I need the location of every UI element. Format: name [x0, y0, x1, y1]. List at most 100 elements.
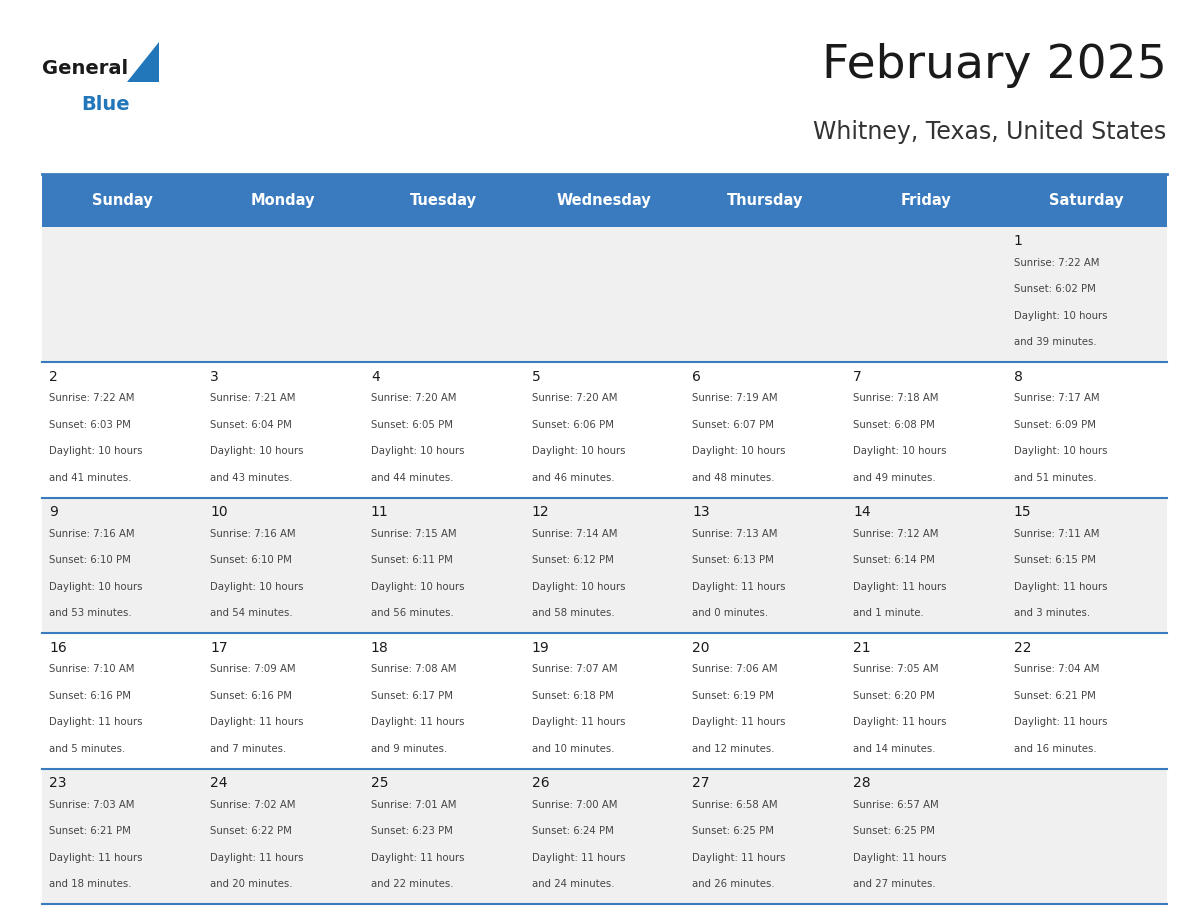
Text: and 20 minutes.: and 20 minutes.: [210, 879, 292, 889]
Text: Sunrise: 7:04 AM: Sunrise: 7:04 AM: [1013, 665, 1099, 675]
Text: Sunset: 6:16 PM: Sunset: 6:16 PM: [50, 690, 132, 700]
Text: Daylight: 11 hours: Daylight: 11 hours: [853, 582, 947, 592]
Text: 28: 28: [853, 776, 871, 790]
Text: Sunrise: 7:05 AM: Sunrise: 7:05 AM: [853, 665, 939, 675]
Text: Sunset: 6:05 PM: Sunset: 6:05 PM: [371, 420, 453, 430]
Text: 19: 19: [531, 641, 549, 655]
Text: Daylight: 11 hours: Daylight: 11 hours: [531, 853, 625, 863]
Text: Daylight: 11 hours: Daylight: 11 hours: [371, 717, 465, 727]
Bar: [845, 633, 1006, 768]
Bar: [202, 768, 364, 904]
Text: Sunrise: 7:22 AM: Sunrise: 7:22 AM: [50, 394, 135, 403]
Text: Thursday: Thursday: [727, 193, 803, 208]
Text: Daylight: 11 hours: Daylight: 11 hours: [693, 853, 785, 863]
Text: Sunrise: 7:01 AM: Sunrise: 7:01 AM: [371, 800, 456, 810]
Text: Sunrise: 7:20 AM: Sunrise: 7:20 AM: [531, 394, 617, 403]
Bar: [1006, 227, 1167, 363]
Text: Sunset: 6:12 PM: Sunset: 6:12 PM: [531, 555, 613, 565]
Text: Sunset: 6:07 PM: Sunset: 6:07 PM: [693, 420, 775, 430]
Text: Sunset: 6:18 PM: Sunset: 6:18 PM: [531, 690, 613, 700]
Bar: [684, 633, 845, 768]
Text: Sunrise: 7:18 AM: Sunrise: 7:18 AM: [853, 394, 939, 403]
Text: Sunrise: 7:15 AM: Sunrise: 7:15 AM: [371, 529, 456, 539]
Text: Sunset: 6:17 PM: Sunset: 6:17 PM: [371, 690, 453, 700]
Bar: [684, 363, 845, 498]
Text: Sunset: 6:21 PM: Sunset: 6:21 PM: [50, 826, 132, 836]
Text: Daylight: 11 hours: Daylight: 11 hours: [853, 717, 947, 727]
Text: Daylight: 10 hours: Daylight: 10 hours: [371, 582, 465, 592]
Bar: [42, 633, 202, 768]
Text: Daylight: 11 hours: Daylight: 11 hours: [371, 853, 465, 863]
Text: Sunset: 6:14 PM: Sunset: 6:14 PM: [853, 555, 935, 565]
Bar: [42, 768, 202, 904]
Bar: [364, 498, 524, 633]
Text: Daylight: 11 hours: Daylight: 11 hours: [1013, 582, 1107, 592]
Text: 17: 17: [210, 641, 228, 655]
Text: Sunrise: 7:19 AM: Sunrise: 7:19 AM: [693, 394, 778, 403]
Text: Daylight: 10 hours: Daylight: 10 hours: [1013, 446, 1107, 456]
Bar: [845, 227, 1006, 363]
Text: Sunday: Sunday: [91, 193, 152, 208]
Text: and 53 minutes.: and 53 minutes.: [50, 608, 132, 618]
Text: Sunrise: 7:17 AM: Sunrise: 7:17 AM: [1013, 394, 1099, 403]
Text: Daylight: 10 hours: Daylight: 10 hours: [693, 446, 785, 456]
Text: and 0 minutes.: and 0 minutes.: [693, 608, 769, 618]
Text: Sunrise: 7:11 AM: Sunrise: 7:11 AM: [1013, 529, 1099, 539]
Text: and 54 minutes.: and 54 minutes.: [210, 608, 292, 618]
Text: Sunrise: 7:03 AM: Sunrise: 7:03 AM: [50, 800, 135, 810]
Text: Daylight: 11 hours: Daylight: 11 hours: [50, 853, 143, 863]
Polygon shape: [127, 42, 159, 82]
Bar: [1006, 174, 1167, 227]
Text: Sunset: 6:20 PM: Sunset: 6:20 PM: [853, 690, 935, 700]
Text: and 58 minutes.: and 58 minutes.: [531, 608, 614, 618]
Bar: [524, 174, 684, 227]
Bar: [1006, 633, 1167, 768]
Text: Sunset: 6:11 PM: Sunset: 6:11 PM: [371, 555, 453, 565]
Text: and 24 minutes.: and 24 minutes.: [531, 879, 614, 889]
Text: and 1 minute.: and 1 minute.: [853, 608, 924, 618]
Text: Sunset: 6:21 PM: Sunset: 6:21 PM: [1013, 690, 1095, 700]
Bar: [845, 363, 1006, 498]
Text: General: General: [42, 59, 127, 78]
Bar: [524, 498, 684, 633]
Text: 27: 27: [693, 776, 710, 790]
Text: Sunrise: 7:22 AM: Sunrise: 7:22 AM: [1013, 258, 1099, 268]
Text: Sunrise: 7:13 AM: Sunrise: 7:13 AM: [693, 529, 778, 539]
Text: Daylight: 10 hours: Daylight: 10 hours: [1013, 311, 1107, 320]
Text: Daylight: 11 hours: Daylight: 11 hours: [50, 717, 143, 727]
Text: 6: 6: [693, 370, 701, 384]
Text: and 10 minutes.: and 10 minutes.: [531, 744, 614, 754]
Text: and 48 minutes.: and 48 minutes.: [693, 473, 775, 483]
Text: 23: 23: [50, 776, 67, 790]
Bar: [524, 227, 684, 363]
Text: 7: 7: [853, 370, 861, 384]
Text: Monday: Monday: [251, 193, 315, 208]
Text: Sunrise: 7:00 AM: Sunrise: 7:00 AM: [531, 800, 617, 810]
Text: 22: 22: [1013, 641, 1031, 655]
Text: 25: 25: [371, 776, 388, 790]
Text: Friday: Friday: [901, 193, 950, 208]
Bar: [202, 633, 364, 768]
Text: Sunrise: 7:02 AM: Sunrise: 7:02 AM: [210, 800, 296, 810]
Text: Sunset: 6:08 PM: Sunset: 6:08 PM: [853, 420, 935, 430]
Bar: [684, 768, 845, 904]
Text: Daylight: 11 hours: Daylight: 11 hours: [531, 717, 625, 727]
Text: 16: 16: [50, 641, 68, 655]
Text: and 5 minutes.: and 5 minutes.: [50, 744, 126, 754]
Text: 2: 2: [50, 370, 58, 384]
Text: Daylight: 10 hours: Daylight: 10 hours: [371, 446, 465, 456]
Text: 18: 18: [371, 641, 388, 655]
Text: Sunset: 6:25 PM: Sunset: 6:25 PM: [693, 826, 775, 836]
Text: Sunrise: 7:06 AM: Sunrise: 7:06 AM: [693, 665, 778, 675]
Text: 8: 8: [1013, 370, 1023, 384]
Text: and 43 minutes.: and 43 minutes.: [210, 473, 292, 483]
Text: 5: 5: [531, 370, 541, 384]
Bar: [1006, 768, 1167, 904]
Text: Sunrise: 7:10 AM: Sunrise: 7:10 AM: [50, 665, 135, 675]
Text: Sunrise: 7:09 AM: Sunrise: 7:09 AM: [210, 665, 296, 675]
Bar: [845, 498, 1006, 633]
Bar: [364, 633, 524, 768]
Bar: [684, 498, 845, 633]
Text: and 41 minutes.: and 41 minutes.: [50, 473, 132, 483]
Text: 26: 26: [531, 776, 549, 790]
